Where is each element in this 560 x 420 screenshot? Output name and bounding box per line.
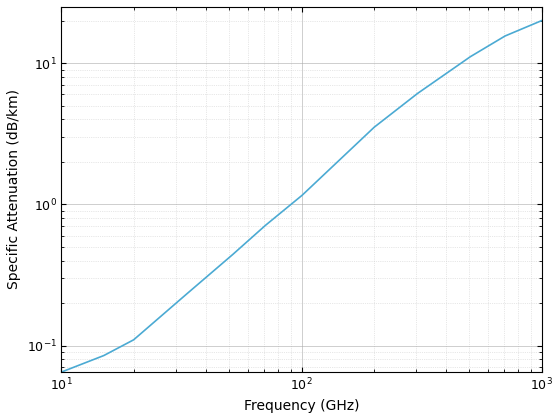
- X-axis label: Frequency (GHz): Frequency (GHz): [244, 399, 360, 413]
- Y-axis label: Specific Attenuation (dB/km): Specific Attenuation (dB/km): [7, 89, 21, 289]
